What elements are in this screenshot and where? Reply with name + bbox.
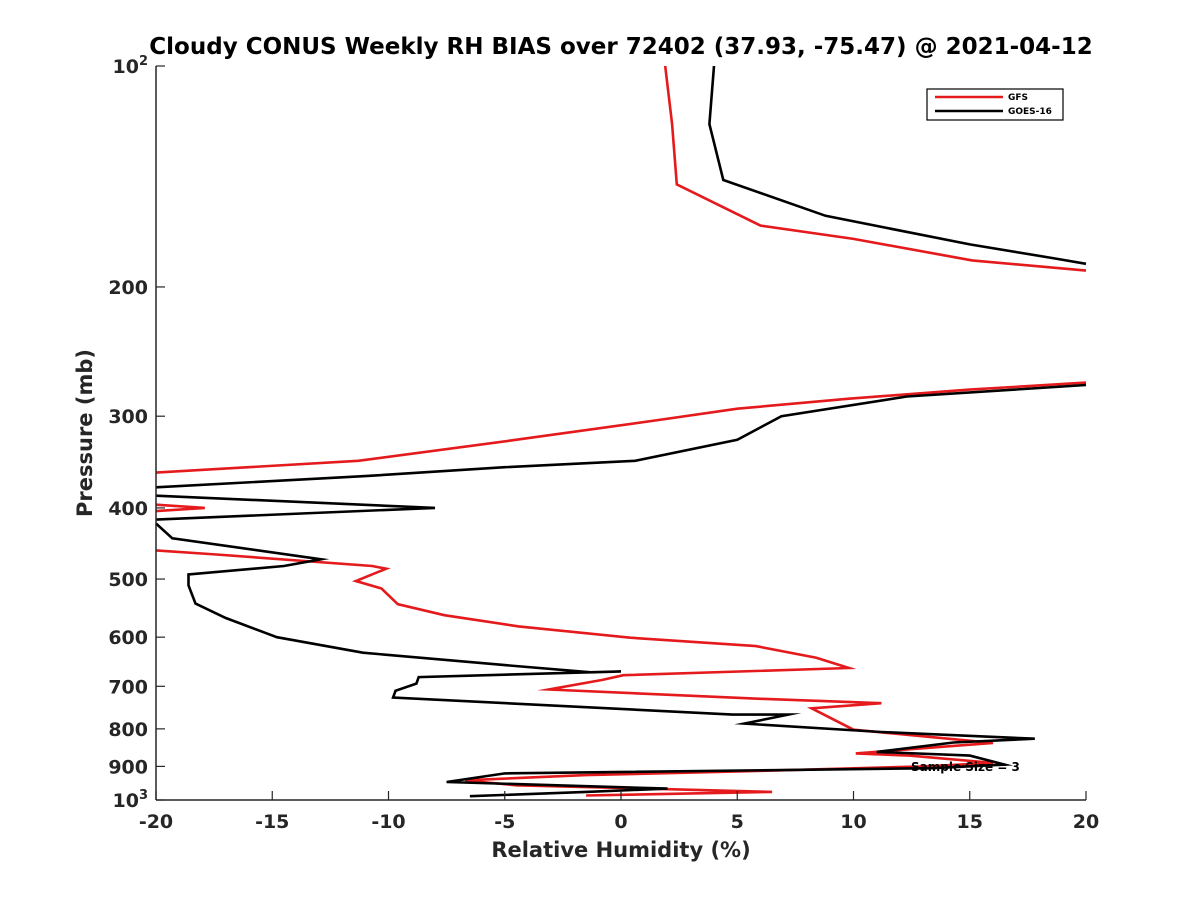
series-layer: [155, 65, 1087, 798]
y-axis-label: Pressure (mb): [73, 349, 97, 517]
y-tick-label: 800: [108, 719, 148, 741]
x-tick-label: -15: [255, 811, 289, 833]
y-tick-label: 103: [113, 788, 149, 812]
legend-box: [926, 88, 1064, 121]
sample-size-annotation: Sample Size = 3: [911, 760, 1020, 774]
plot-area: [156, 66, 1086, 800]
x-tick-label: 15: [957, 811, 983, 833]
y-tick-label: 200: [108, 277, 148, 299]
y-tick-label: 600: [108, 627, 148, 649]
x-tick-label: 20: [1073, 811, 1099, 833]
series-line-goes16-segment-3: [155, 494, 436, 521]
y-tick-label: 900: [108, 756, 148, 778]
series-line-gfs-segment-2: [155, 381, 1087, 474]
series-line-goes16-segment-2: [155, 383, 1087, 489]
y-tick-label: 300: [108, 406, 148, 428]
y-tick-label: 102: [113, 54, 149, 78]
y-tick-label: 700: [108, 676, 148, 698]
series-line-gfs-segment-4: [155, 549, 994, 797]
legend-label-goes16: GOES-16: [1008, 107, 1052, 117]
y-tick-label: 500: [108, 569, 148, 591]
series-line-goes16-segment-4: [155, 522, 1035, 798]
chart-title: Cloudy CONUS Weekly RH BIAS over 72402 (…: [149, 34, 1092, 60]
series-line-gfs-segment-3: [155, 503, 205, 513]
legend-label-gfs: GFS: [1008, 93, 1028, 103]
x-tick-label: 5: [731, 811, 744, 833]
x-tick-label: 0: [614, 811, 627, 833]
x-tick-label: -20: [139, 811, 173, 833]
series-line-goes16-segment-1: [708, 65, 1087, 266]
y-tick-label: 400: [108, 498, 148, 520]
axes-layer: -20 -15 -10 -5 0 5 10 15 20 102 200 300 400 500 600 700…: [108, 54, 1099, 833]
x-tick-label: -5: [494, 811, 515, 833]
x-tick-label: -10: [371, 811, 405, 833]
legend: GFS GOES-16: [926, 88, 1064, 121]
x-axis-label: Relative Humidity (%): [491, 838, 750, 862]
series-line-gfs-segment-1: [663, 65, 1087, 272]
x-tick-label: 10: [840, 811, 866, 833]
